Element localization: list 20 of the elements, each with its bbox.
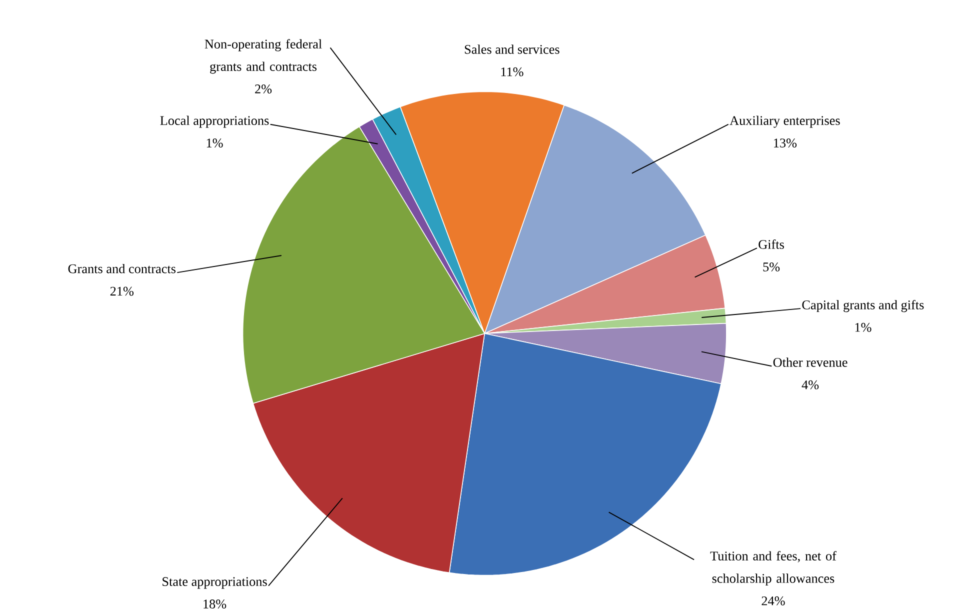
data-label: 4%: [802, 380, 819, 390]
slice-label: Auxiliary enterprises: [730, 116, 840, 128]
data-label: 21%: [110, 286, 134, 296]
data-label: 5%: [763, 262, 780, 272]
data-label: 11%: [501, 67, 524, 76]
data-label: 2%: [255, 84, 272, 94]
data-label: 1%: [206, 138, 223, 148]
data-label: 18%: [204, 599, 226, 608]
slice-label: Local appropriations: [160, 116, 269, 128]
slice-label: Non-operating federal grants and contracts: [204, 38, 322, 74]
slice-label: Tuition and fees, net of scholarship allowances: [710, 550, 836, 586]
slice-label: Gifts: [758, 239, 784, 249]
data-label: 24%: [762, 596, 785, 606]
data-label: 13%: [774, 138, 797, 148]
slice-label: Capital grants and gifts: [802, 300, 924, 312]
data-label: 1%: [855, 322, 872, 332]
slice-label: Grants and contracts: [68, 264, 176, 274]
slice-label: State appropriations: [162, 577, 267, 589]
slice-label: Sales and services: [464, 44, 560, 54]
slice-label: Other revenue: [773, 357, 848, 367]
